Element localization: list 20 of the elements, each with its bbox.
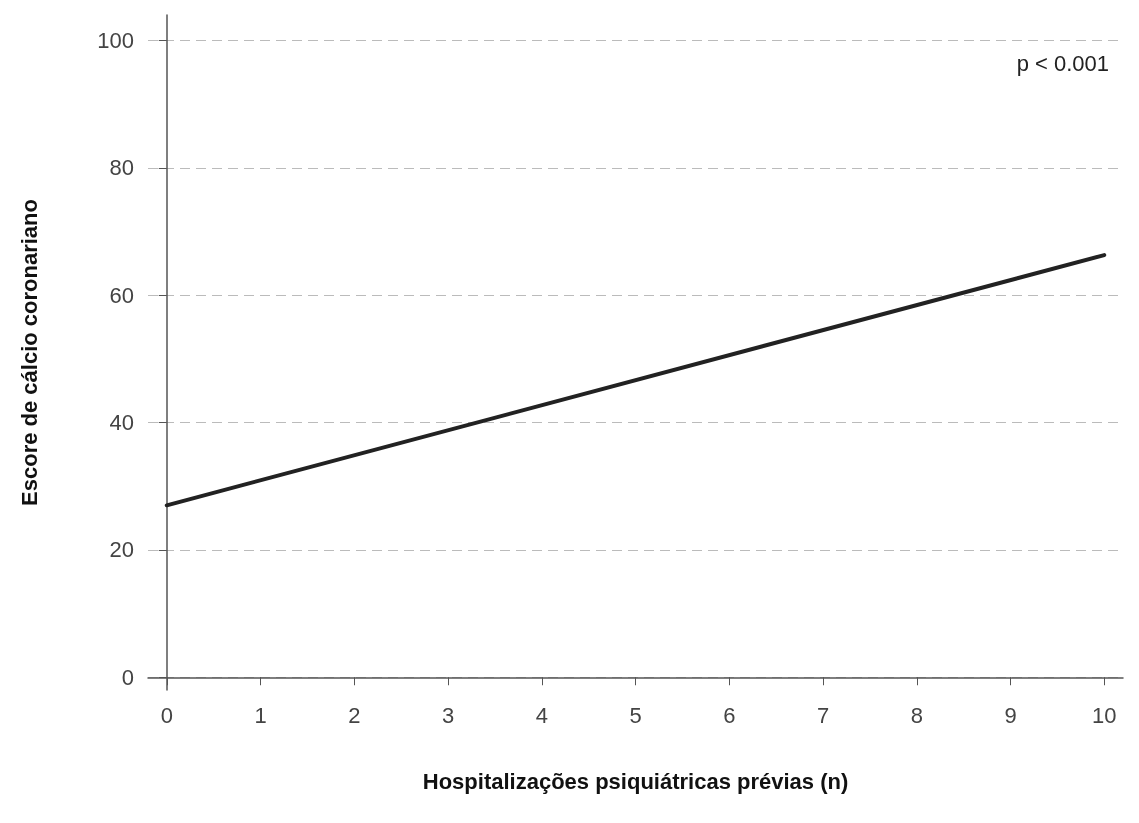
x-tick-label: 7 <box>816 702 830 728</box>
x-tick-label: 9 <box>1004 702 1017 728</box>
y-tick-label: 60 <box>109 282 134 308</box>
x-tick-label: 4 <box>535 702 548 728</box>
y-tick-label: 0 <box>121 664 134 690</box>
annotation: p < 0.001 <box>1016 50 1110 76</box>
y-tick-label: 80 <box>109 155 134 181</box>
x-axis-title: Hospitalizações psiquiátricas prévias (n) <box>422 768 849 794</box>
x-tick-label: 6 <box>723 702 736 728</box>
y-tick-label: 20 <box>109 537 134 563</box>
y-axis-title: Escore de cálcio coronariano <box>16 199 42 506</box>
x-tick-label: 2 <box>348 702 361 728</box>
x-tick-label: 3 <box>441 702 455 728</box>
x-tick-label: 1 <box>254 702 267 728</box>
x-tick-label: 5 <box>629 702 642 728</box>
x-tick-label: 10 <box>1092 702 1117 728</box>
x-tick-label: 8 <box>910 702 923 728</box>
y-tick-label: 100 <box>97 27 134 53</box>
y-tick-label: 40 <box>109 410 134 436</box>
x-tick-label: 0 <box>160 702 173 728</box>
